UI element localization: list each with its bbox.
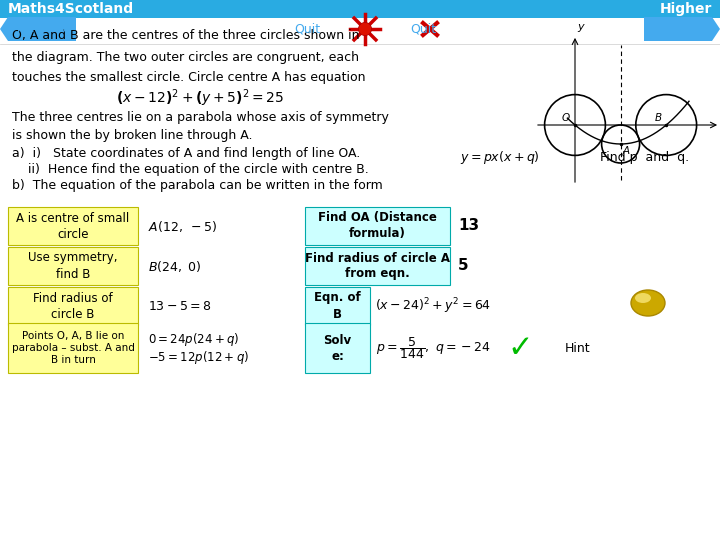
Text: is shown the by broken line through A.: is shown the by broken line through A. — [12, 130, 253, 143]
FancyBboxPatch shape — [305, 323, 370, 373]
Polygon shape — [8, 17, 76, 41]
Text: Find p  and  q.: Find p and q. — [600, 152, 689, 165]
FancyBboxPatch shape — [8, 247, 138, 285]
Text: ii)  Hence find the equation of the circle with centre B.: ii) Hence find the equation of the circl… — [12, 164, 369, 177]
Text: $y = px(x + q)$: $y = px(x + q)$ — [460, 150, 540, 166]
Text: Next: Next — [665, 23, 692, 36]
Text: $-5 = 12p(12+q)$: $-5 = 12p(12+q)$ — [148, 349, 249, 367]
Bar — [0, 0, 720, 18]
Text: $A(12,\ -5)$: $A(12,\ -5)$ — [148, 219, 217, 233]
FancyBboxPatch shape — [305, 247, 450, 285]
Ellipse shape — [635, 293, 651, 303]
Text: A is centre of small
circle: A is centre of small circle — [17, 212, 130, 240]
FancyBboxPatch shape — [305, 207, 450, 245]
Text: Solv
e:: Solv e: — [323, 334, 351, 362]
Text: A: A — [623, 146, 630, 156]
Text: Eqn. of
B: Eqn. of B — [314, 292, 361, 321]
Text: b)  The equation of the parabola can be written in the form: b) The equation of the parabola can be w… — [12, 179, 383, 192]
Text: Previous: Previous — [17, 23, 67, 36]
Text: Hint: Hint — [565, 341, 590, 354]
Text: $p = \dfrac{5}{144},\ q = -24$: $p = \dfrac{5}{144},\ q = -24$ — [376, 335, 491, 361]
Text: a)  i)   State coordinates of A and find length of line OA.: a) i) State coordinates of A and find le… — [12, 147, 360, 160]
Text: Maths4Scotland: Maths4Scotland — [8, 2, 134, 16]
Text: ✓: ✓ — [508, 334, 533, 362]
FancyBboxPatch shape — [8, 323, 138, 373]
Circle shape — [359, 22, 372, 36]
Text: $13-5=8$: $13-5=8$ — [148, 300, 212, 313]
Text: the diagram. The two outer circles are congruent, each: the diagram. The two outer circles are c… — [12, 51, 359, 64]
Text: 5: 5 — [458, 259, 469, 273]
Text: $\mathbf{(}x-12\mathbf{)}^2+\mathbf{(}y+5\mathbf{)}^2=25$: $\mathbf{(}x-12\mathbf{)}^2+\mathbf{(}y+… — [116, 87, 284, 109]
Polygon shape — [644, 17, 712, 41]
Polygon shape — [712, 17, 720, 41]
Text: Quit: Quit — [410, 23, 436, 36]
Text: 13: 13 — [458, 219, 479, 233]
Text: y: y — [577, 22, 584, 32]
Text: Higher: Higher — [660, 2, 712, 16]
Text: Quit: Quit — [294, 23, 320, 36]
Text: $B(24,\ 0)$: $B(24,\ 0)$ — [148, 259, 202, 273]
Text: Find radius of
circle B: Find radius of circle B — [33, 292, 113, 321]
Text: touches the smallest circle. Circle centre A has equation: touches the smallest circle. Circle cent… — [12, 71, 366, 84]
FancyBboxPatch shape — [305, 287, 370, 325]
Text: B: B — [655, 113, 662, 123]
FancyBboxPatch shape — [8, 287, 138, 325]
Text: Find radius of circle A
from eqn.: Find radius of circle A from eqn. — [305, 252, 450, 280]
Text: O: O — [562, 113, 570, 123]
FancyBboxPatch shape — [8, 207, 138, 245]
Text: O, A and B are the centres of the three circles shown in: O, A and B are the centres of the three … — [12, 30, 359, 43]
Text: $(x-24)^2+y^2=64$: $(x-24)^2+y^2=64$ — [375, 296, 491, 316]
Ellipse shape — [631, 290, 665, 316]
Text: Use symmetry,
find B: Use symmetry, find B — [28, 252, 118, 280]
Text: Find OA (Distance
formula): Find OA (Distance formula) — [318, 212, 437, 240]
Text: Points O, A, B lie on
parabola – subst. A and
B in turn: Points O, A, B lie on parabola – subst. … — [12, 330, 135, 366]
Text: $0 = 24p(24+q)$: $0 = 24p(24+q)$ — [148, 332, 239, 348]
Polygon shape — [0, 17, 8, 41]
Text: The three centres lie on a parabola whose axis of symmetry: The three centres lie on a parabola whos… — [12, 111, 389, 125]
